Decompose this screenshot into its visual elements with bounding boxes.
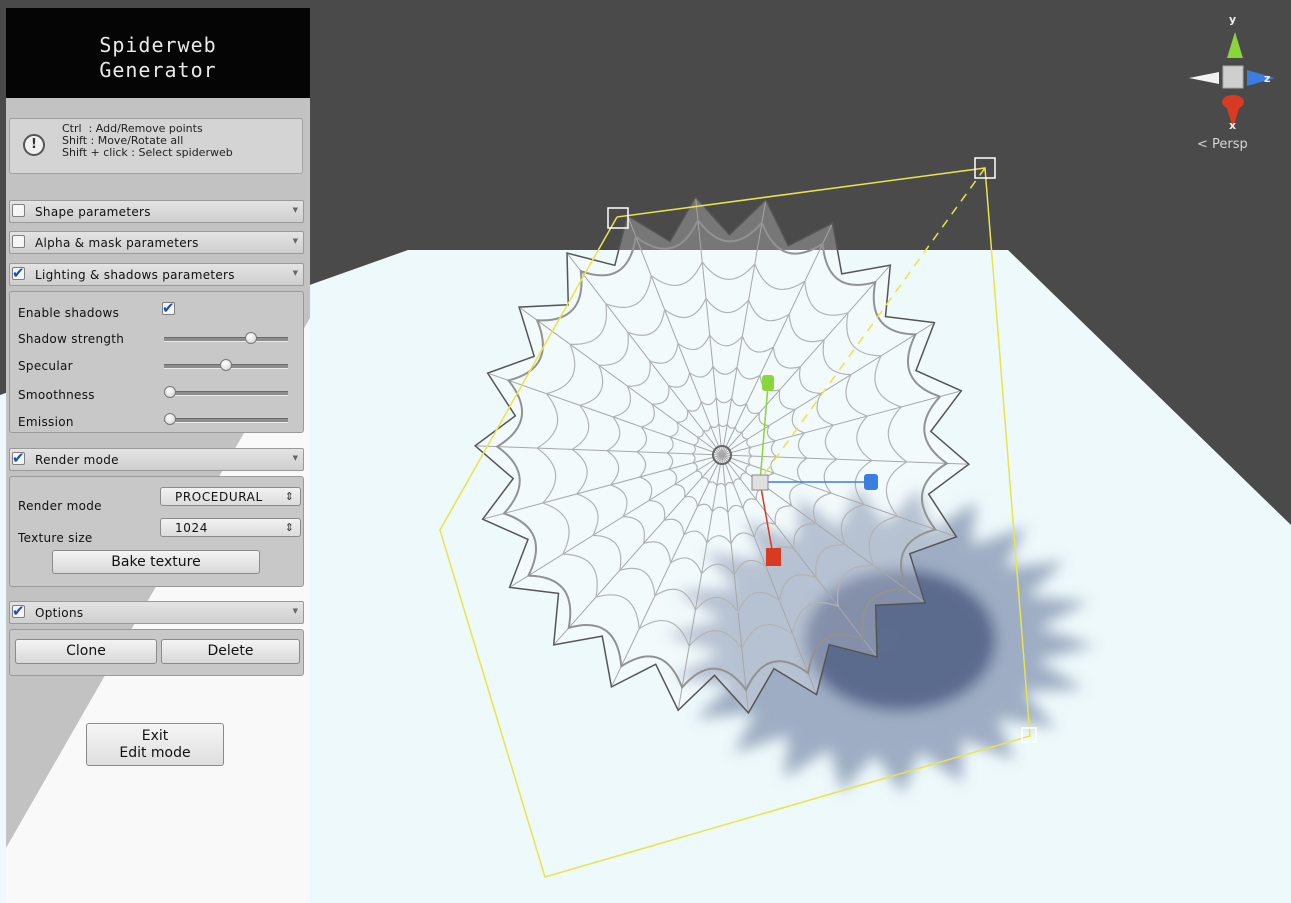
web-shadow (665, 486, 1095, 794)
selection-diagonal (759, 167, 986, 481)
logo-line-1: Spiderweb (99, 33, 217, 57)
selection-outline (439, 167, 1031, 878)
spiderweb[interactable] (473, 195, 971, 715)
options-checkbox[interactable]: ✔ (12, 602, 25, 620)
clone-button[interactable]: Clone (15, 639, 157, 664)
app-logo: Spiderweb Generator (6, 8, 310, 98)
shape-parameters-checkbox[interactable] (12, 204, 25, 217)
hint-line: Shift + click : Select spiderweb (62, 146, 233, 159)
emission-label: Emission (18, 415, 74, 429)
foldout-label: Alpha & mask parameters (35, 236, 199, 250)
hint-line: Shift : Move/Rotate all (62, 134, 184, 147)
specular-slider[interactable] (164, 359, 288, 371)
exclamation-icon: ! (23, 134, 45, 156)
texture-size-label: Texture size (18, 531, 93, 545)
smoothness-slider[interactable] (164, 386, 288, 398)
enable-shadows-label: Enable shadows (18, 306, 120, 320)
persp-label: Persp (1212, 137, 1248, 152)
exit-line-1: Exit (141, 728, 169, 744)
check-icon: ✔ (162, 299, 175, 317)
delete-button[interactable]: Delete (161, 639, 300, 664)
gizmo-center-cube[interactable] (1222, 65, 1244, 89)
dropdown-value: PROCEDURAL (175, 490, 263, 504)
logo-line-2: Generator (99, 58, 217, 82)
slider-thumb[interactable] (164, 386, 176, 398)
render-mode-dropdown[interactable]: PROCEDURAL ⇕ (160, 487, 301, 506)
hint-text: Ctrl : Add/Remove points Shift : Move/Ro… (62, 123, 233, 159)
foldout-alpha-mask-parameters[interactable]: Alpha & mask parameters ▼ (9, 231, 304, 254)
neg-x-cone-icon[interactable] (1189, 72, 1219, 84)
gizmo-z-label: z (1264, 72, 1271, 85)
z-cone-icon[interactable] (1247, 70, 1275, 86)
gizmo-x-label: x (1229, 119, 1237, 132)
slider-thumb[interactable] (220, 359, 232, 371)
specular-label: Specular (18, 359, 73, 373)
alpha-mask-checkbox[interactable] (12, 235, 25, 248)
render-mode-checkbox[interactable]: ✔ (12, 449, 25, 467)
slider-thumb[interactable] (244, 332, 257, 344)
x-axis-handle[interactable] (766, 548, 781, 566)
control-point-handle[interactable] (607, 207, 629, 229)
persp-icon: < (1197, 137, 1208, 152)
lighting-shadows-checkbox[interactable]: ✔ (12, 264, 25, 282)
texture-size-dropdown[interactable]: 1024 ⇕ (160, 518, 301, 537)
chevron-down-icon: ▼ (292, 237, 298, 245)
y-cone-icon[interactable] (1227, 32, 1243, 58)
foldout-label: Options (35, 606, 84, 620)
updown-arrow-icon: ⇕ (284, 490, 294, 503)
inspector-panel: Spiderweb Generator ! Ctrl : Add/Remove … (6, 8, 310, 903)
chevron-down-icon: ▼ (292, 607, 298, 615)
hint-box: ! Ctrl : Add/Remove points Shift : Move/… (9, 118, 303, 174)
z-axis-handle[interactable] (864, 474, 878, 490)
gizmo-y-label: y (1229, 13, 1237, 26)
bake-texture-button[interactable]: Bake texture (52, 550, 260, 574)
exit-edit-mode-button[interactable]: Exit Edit mode (86, 723, 224, 766)
shadow-strength-label: Shadow strength (18, 332, 125, 346)
foldout-label: Shape parameters (35, 205, 151, 219)
y-axis-handle-line (759, 384, 769, 483)
chevron-down-icon: ▼ (292, 269, 298, 277)
center-handle[interactable] (751, 474, 769, 491)
control-point-handle[interactable] (974, 157, 996, 179)
render-mode-label: Render mode (18, 499, 102, 513)
control-point-handle[interactable] (1021, 727, 1037, 743)
foldout-shape-parameters[interactable]: Shape parameters ▼ (9, 200, 304, 223)
check-icon: ✔ (12, 264, 25, 282)
lighting-section: Enable shadows ✔ Shadow strength Specula… (9, 291, 304, 433)
orientation-gizmo[interactable]: y z x < Persp (1185, 10, 1275, 155)
chevron-down-icon: ▼ (292, 206, 298, 214)
render-section: Render mode PROCEDURAL ⇕ Texture size 10… (9, 476, 304, 587)
smoothness-label: Smoothness (18, 388, 95, 402)
emission-slider[interactable] (164, 413, 288, 425)
check-icon: ✔ (12, 449, 25, 467)
x-axis-handle-line (759, 481, 774, 556)
options-section: Clone Delete (9, 629, 304, 676)
check-icon: ✔ (12, 602, 25, 620)
chevron-down-icon: ▼ (292, 454, 298, 462)
y-axis-handle[interactable] (762, 375, 774, 391)
projection-toggle[interactable]: < Persp (1197, 137, 1248, 152)
foldout-label: Lighting & shadows parameters (35, 268, 235, 282)
foldout-render-mode[interactable]: ✔ Render mode ▼ (9, 448, 304, 471)
enable-shadows-checkbox[interactable]: ✔ (162, 299, 175, 317)
slider-thumb[interactable] (164, 413, 176, 425)
foldout-label: Render mode (35, 453, 119, 467)
updown-arrow-icon: ⇕ (284, 521, 294, 534)
dropdown-value: 1024 (175, 521, 208, 535)
foldout-lighting-shadows-parameters[interactable]: ✔ Lighting & shadows parameters ▼ (9, 263, 304, 286)
foldout-options[interactable]: ✔ Options ▼ (9, 601, 304, 624)
shadow-strength-slider[interactable] (164, 332, 288, 344)
hint-line: Ctrl : Add/Remove points (62, 122, 203, 135)
exit-line-2: Edit mode (119, 745, 191, 761)
